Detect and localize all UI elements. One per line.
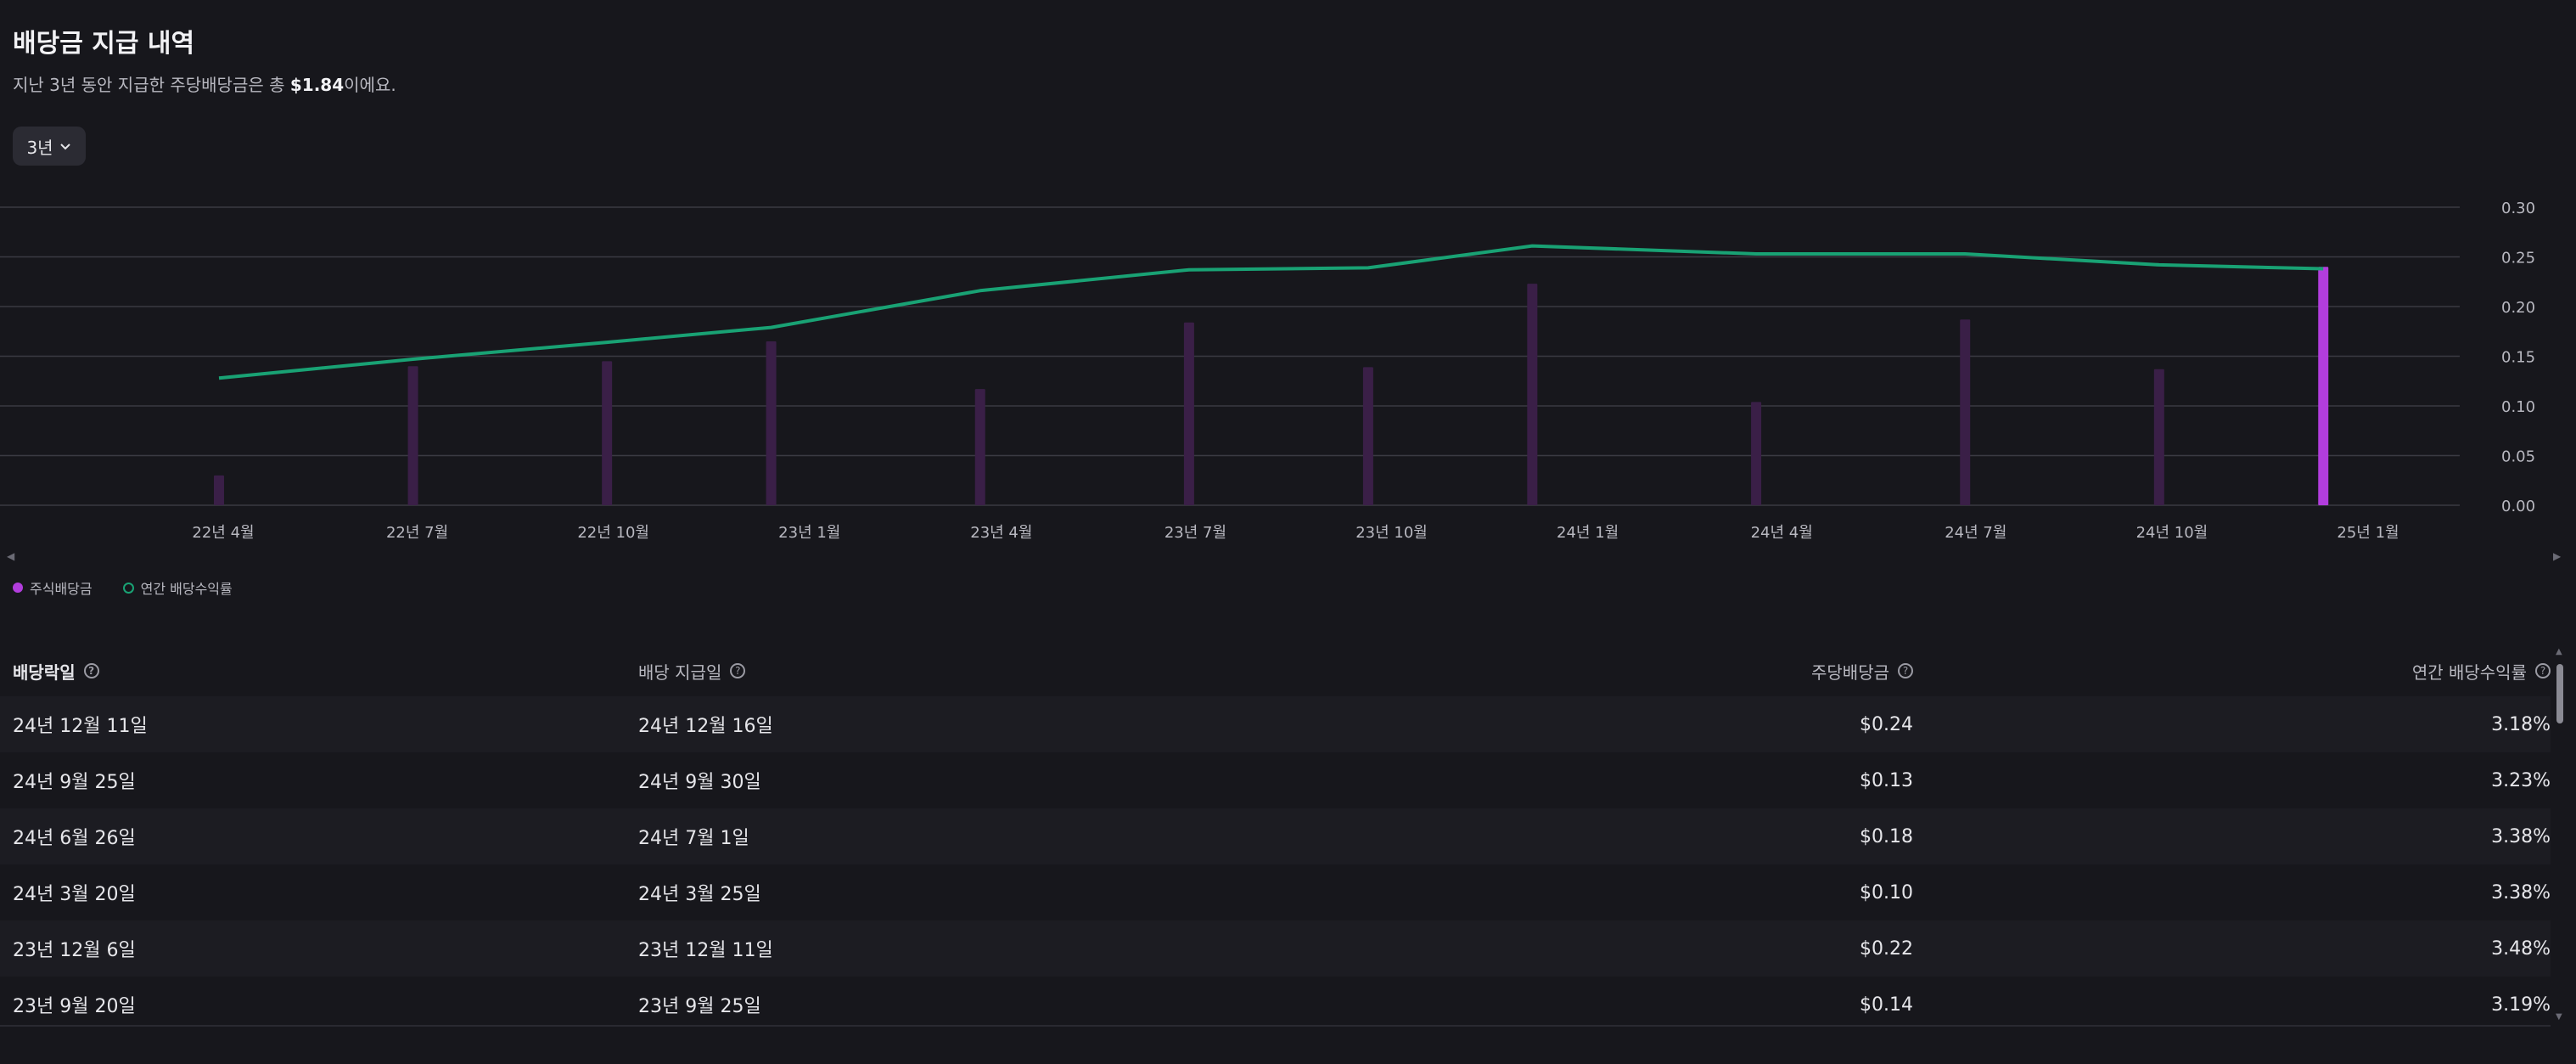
yield-cell: 3.19%	[2491, 994, 2551, 1016]
dividend-bar	[1751, 402, 1762, 505]
table-row: 24년 9월 25일 24년 9월 30일 $0.13 3.23%	[0, 752, 2551, 808]
dividend-bar	[213, 475, 224, 505]
header-ex-date: 배당락일?	[0, 659, 638, 684]
x-tick-label: 22년 4월	[192, 524, 254, 542]
help-icon[interactable]: ?	[83, 663, 99, 678]
ex-date-cell: 24년 9월 25일	[13, 772, 136, 793]
x-tick-label: 24년 4월	[1751, 524, 1813, 542]
y-tick-label: 0.00	[2501, 498, 2535, 515]
header-yield: 연간 배당수익률?	[1913, 659, 2551, 684]
x-tick-label: 23년 7월	[1165, 524, 1226, 542]
summary-amount: $1.84	[289, 75, 345, 95]
x-tick-label: 23년 1월	[778, 524, 840, 542]
dividend-bar	[2318, 267, 2329, 505]
dividend-table: 배당락일? 배당 지급일? 주당배당금? 연간 배당수익률? 24년 12월 1…	[0, 645, 2551, 1033]
dividend-bar	[602, 361, 613, 505]
pay-date-cell: 24년 12월 16일	[638, 716, 773, 737]
dividend-bar	[407, 366, 418, 505]
dividend-bar	[2153, 369, 2164, 505]
ex-date-cell: 24년 6월 26일	[13, 828, 136, 849]
table-row: 24년 3월 20일 24년 3월 25일 $0.10 3.38%	[0, 864, 2551, 920]
scroll-up-icon[interactable]: ▲	[2556, 647, 2562, 656]
ex-date-cell: 23년 12월 6일	[13, 940, 136, 961]
ex-date-cell: 24년 3월 20일	[13, 884, 136, 905]
x-tick-label: 22년 10월	[577, 524, 649, 542]
table-row: 24년 6월 26일 24년 7월 1일 $0.18 3.38%	[0, 808, 2551, 864]
y-tick-label: 0.30	[2501, 200, 2535, 217]
table-row: 23년 12월 6일 23년 12월 11일 $0.22 3.48%	[0, 920, 2551, 977]
x-tick-label: 24년 7월	[1945, 524, 2006, 542]
pay-date-cell: 23년 9월 25일	[638, 996, 761, 1017]
x-tick-label: 23년 10월	[1355, 524, 1428, 542]
dividend-cell: $0.22	[1860, 937, 1913, 960]
help-icon[interactable]: ?	[1898, 663, 1913, 678]
period-dropdown[interactable]: 3년	[13, 127, 86, 166]
y-tick-label: 0.15	[2501, 349, 2535, 367]
dividend-bar	[1960, 319, 1971, 505]
pay-date-cell: 23년 12월 11일	[638, 940, 773, 961]
table-row: 24년 12월 11일 24년 12월 16일 $0.24 3.18%	[0, 696, 2551, 752]
yield-line	[218, 244, 2324, 380]
yield-cell: 3.38%	[2491, 825, 2551, 847]
header-dividend: 주당배당금?	[1277, 659, 1913, 684]
yield-cell: 3.18%	[2491, 713, 2551, 735]
legend-dividend-dot	[13, 583, 23, 593]
table-bottom-divider	[0, 1025, 2551, 1027]
yield-cell: 3.38%	[2491, 881, 2551, 904]
pay-date-cell: 24년 9월 30일	[638, 772, 761, 793]
summary-prefix: 지난 3년 동안 지급한 주당배당금은 총	[13, 75, 290, 95]
y-tick-label: 0.10	[2501, 398, 2535, 416]
header-yield-label: 연간 배당수익률	[2411, 661, 2527, 683]
dividend-cell: $0.14	[1860, 994, 1913, 1016]
legend-item-yield: 연간 배당수익률	[122, 577, 233, 598]
help-icon[interactable]: ?	[730, 663, 746, 678]
summary-text: 지난 3년 동안 지급한 주당배당금은 총 $1.84이에요.	[13, 71, 396, 96]
table-row: 23년 9월 20일 23년 9월 25일 $0.14 3.19%	[0, 977, 2551, 1033]
ex-date-cell: 24년 12월 11일	[13, 716, 148, 737]
help-icon[interactable]: ?	[2535, 663, 2551, 678]
header-ex-date-label: 배당락일	[13, 661, 76, 683]
y-tick-label: 0.05	[2501, 448, 2535, 466]
legend-yield-dot	[122, 582, 134, 594]
table-header: 배당락일? 배당 지급일? 주당배당금? 연간 배당수익률?	[0, 645, 2551, 696]
yield-cell: 3.48%	[2491, 937, 2551, 960]
period-label: 3년	[26, 137, 53, 158]
pay-date-cell: 24년 7월 1일	[638, 828, 749, 849]
legend-yield-label: 연간 배당수익률	[140, 581, 233, 597]
x-tick-label: 22년 7월	[386, 524, 448, 542]
dividend-bar	[1527, 284, 1538, 505]
x-tick-label: 24년 1월	[1557, 524, 1619, 542]
pay-date-cell: 24년 3월 25일	[638, 884, 761, 905]
legend-dividend-label: 주식배당금	[30, 581, 93, 597]
header-dividend-label: 주당배당금	[1811, 661, 1889, 683]
chevron-down-icon	[59, 144, 70, 150]
page-title: 배당금 지급 내역	[13, 29, 195, 59]
ex-date-cell: 23년 9월 20일	[13, 996, 136, 1017]
dividend-cell: $0.24	[1860, 713, 1913, 735]
dividend-cell: $0.13	[1860, 769, 1913, 791]
dividend-cell: $0.18	[1860, 825, 1913, 847]
chart-legend: 주식배당금 연간 배당수익률	[13, 577, 233, 598]
dividend-bar	[766, 341, 777, 505]
chart-scroll-right-icon[interactable]: ▶	[2553, 550, 2562, 562]
summary-suffix: 이에요.	[344, 75, 396, 95]
table-scrollbar[interactable]: ▲ ▼	[2556, 647, 2563, 1027]
dividend-bar	[1183, 322, 1194, 505]
y-tick-label: 0.20	[2501, 299, 2535, 317]
scrollbar-thumb[interactable]	[2556, 664, 2563, 723]
legend-item-dividend: 주식배당금	[13, 577, 93, 598]
x-tick-label: 24년 10월	[2136, 524, 2208, 542]
yield-cell: 3.23%	[2491, 769, 2551, 791]
header-pay-date-label: 배당 지급일	[638, 661, 722, 683]
y-tick-label: 0.25	[2501, 250, 2535, 267]
scroll-down-icon[interactable]: ▼	[2556, 1012, 2562, 1022]
dividend-chart: 0.00 0.05 0.10 0.15 0.20 0.25 0.30 22년 4월 22년 7월…	[0, 200, 2535, 542]
x-tick-label: 23년 4월	[970, 524, 1032, 542]
dividend-bar	[1362, 367, 1373, 505]
dividend-bar	[974, 389, 985, 505]
chart-scroll-left-icon[interactable]: ◀	[7, 550, 15, 562]
dividend-cell: $0.10	[1860, 881, 1913, 904]
x-tick-label: 25년 1월	[2337, 524, 2399, 542]
header-pay-date: 배당 지급일?	[638, 659, 1277, 684]
